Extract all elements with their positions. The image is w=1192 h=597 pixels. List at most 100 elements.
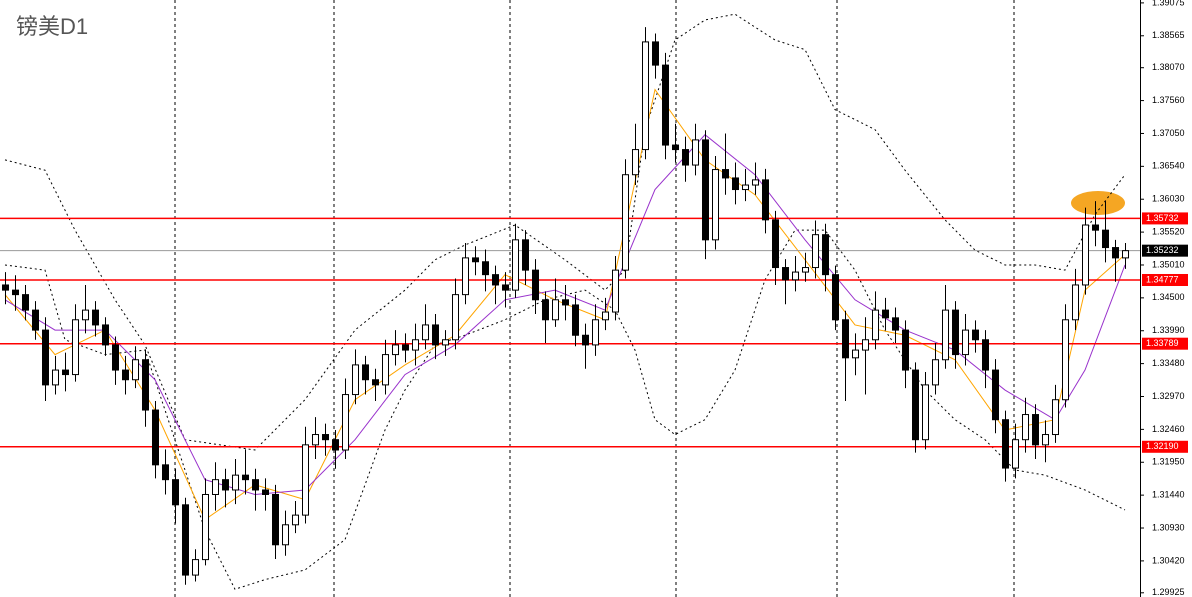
y-tick-label: 1.32460 (1152, 424, 1185, 434)
candle-body (1062, 319, 1069, 401)
candle-body (612, 269, 619, 313)
candle-body (282, 524, 289, 546)
candle-body (332, 439, 339, 451)
candle-body (32, 309, 39, 331)
candle-body (72, 319, 79, 376)
y-tick-label: 1.31950 (1152, 457, 1185, 467)
candle-body (542, 299, 549, 321)
current-price-label: 1.35232 (1146, 245, 1179, 255)
candle-body (122, 369, 129, 381)
current-price-box (1142, 244, 1188, 257)
candle-body (492, 274, 499, 286)
candle-body (962, 329, 969, 356)
candle-body (342, 394, 349, 451)
candle-body (1002, 419, 1009, 469)
candle-body (242, 474, 249, 481)
candle-body (382, 354, 389, 386)
y-tick-label: 1.31440 (1152, 490, 1185, 500)
highlight-marker (1071, 191, 1125, 215)
y-tick-label: 1.33480 (1152, 358, 1185, 368)
level-label-box (1142, 212, 1188, 225)
candle-body (22, 294, 29, 311)
candle-body (562, 299, 569, 306)
candle-body (212, 479, 219, 495)
candle-body (652, 41, 659, 66)
candle-body (622, 174, 629, 271)
candle-body (362, 364, 369, 381)
y-tick-label: 1.30930 (1152, 522, 1185, 532)
candle-body (722, 169, 729, 179)
candle-body (632, 149, 639, 176)
candle-body (82, 309, 89, 321)
candle-body (932, 359, 939, 386)
candle-body (1052, 399, 1059, 436)
y-tick-label: 1.30420 (1152, 555, 1185, 565)
candle-body (1032, 414, 1039, 446)
candle-body (482, 261, 489, 276)
candle-body (572, 304, 579, 336)
candle-body (202, 493, 209, 561)
candle-body (1082, 224, 1089, 286)
candle-body (552, 299, 559, 321)
candle-body (1022, 414, 1029, 441)
candle-body (1072, 284, 1079, 321)
y-tick-label: 1.36540 (1152, 161, 1185, 171)
candle-body (42, 329, 49, 386)
candle-body (702, 139, 709, 241)
candle-body (152, 409, 159, 466)
indicator-line (4, 134, 1126, 495)
candle-body (432, 324, 439, 346)
candle-body (2, 284, 9, 291)
level-label-box (1142, 337, 1188, 350)
candle-body (822, 234, 829, 276)
candle-body (1092, 224, 1099, 231)
candle-body (892, 317, 899, 331)
candle-body (772, 219, 779, 269)
candle-body (982, 339, 989, 371)
candle-body (882, 309, 889, 319)
candle-body (1012, 439, 1019, 469)
candle-body (642, 41, 649, 151)
level-label-box (1142, 440, 1188, 453)
candle-body (272, 493, 279, 546)
y-tick-label: 1.36030 (1152, 194, 1185, 204)
candle-body (302, 444, 309, 516)
level-label: 1.34777 (1146, 274, 1179, 284)
candle-body (442, 339, 449, 346)
candle-body (752, 179, 759, 186)
candle-body (12, 289, 19, 296)
y-tick-label: 1.38565 (1152, 30, 1185, 40)
candle-body (912, 369, 919, 441)
y-tick-label: 1.38070 (1152, 62, 1185, 72)
y-tick-label: 1.39075 (1152, 0, 1185, 7)
indicator-line (4, 13, 1126, 451)
candle-body (972, 329, 979, 341)
candle-body (422, 324, 429, 341)
candle-body (452, 294, 459, 341)
level-label: 1.32190 (1146, 441, 1179, 451)
candle-body (1112, 247, 1119, 259)
candle-body (522, 239, 529, 271)
candle-body (852, 349, 859, 359)
candle-body (352, 364, 359, 396)
candle-body (192, 559, 199, 576)
candle-body (872, 309, 879, 341)
candle-body (802, 267, 809, 273)
candle-body (252, 479, 259, 491)
candle-body (112, 344, 119, 371)
candle-body (262, 489, 269, 495)
candle-body (732, 177, 739, 191)
level-label: 1.33789 (1146, 338, 1179, 348)
candle-body (592, 319, 599, 346)
candle-body (902, 329, 909, 371)
candle-body (672, 144, 679, 151)
y-tick-label: 1.33990 (1152, 325, 1185, 335)
indicator-line (4, 88, 1126, 521)
candle-body (602, 311, 609, 321)
candle-body (182, 504, 189, 576)
y-tick-label: 1.34500 (1152, 292, 1185, 302)
candle-body (792, 271, 799, 281)
candle-body (402, 344, 409, 351)
candle-body (842, 319, 849, 359)
